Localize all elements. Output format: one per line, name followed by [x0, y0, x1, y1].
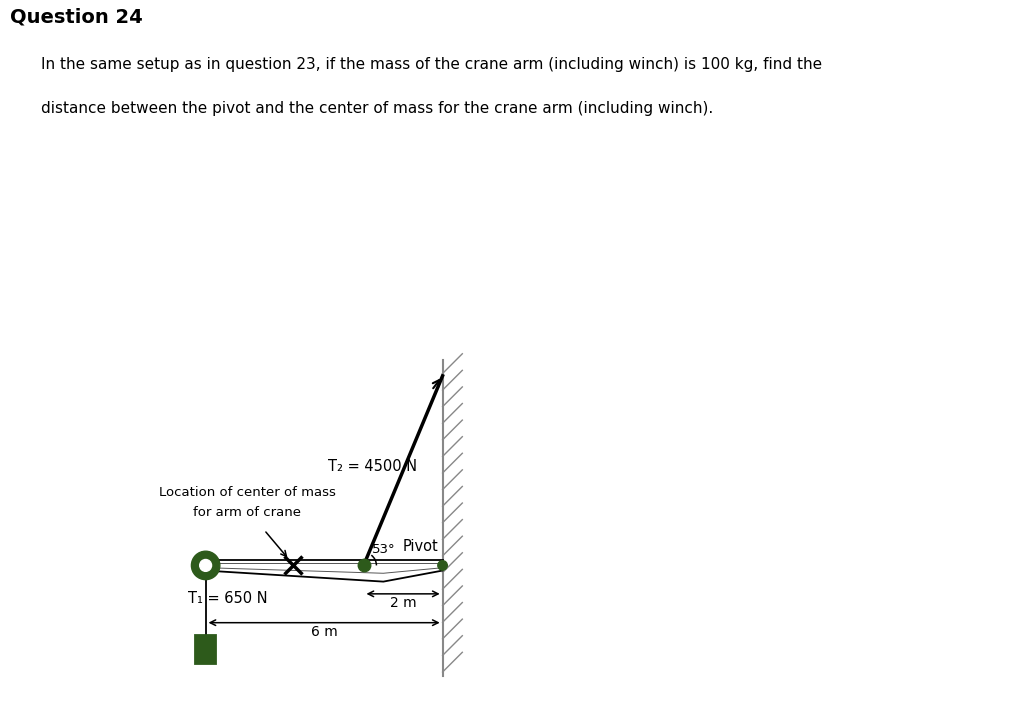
- Text: In the same setup as in question 23, if the mass of the crane arm (including win: In the same setup as in question 23, if …: [41, 57, 822, 73]
- Circle shape: [438, 561, 447, 570]
- Text: 2 m: 2 m: [390, 596, 417, 610]
- Circle shape: [191, 551, 220, 579]
- Text: distance between the pivot and the center of mass for the crane arm (including w: distance between the pivot and the cente…: [41, 101, 713, 116]
- Bar: [195, 635, 216, 664]
- Text: T₂ = 4500 N: T₂ = 4500 N: [328, 460, 417, 474]
- Text: Pivot: Pivot: [403, 538, 438, 554]
- Text: 53°: 53°: [373, 543, 396, 556]
- Circle shape: [200, 559, 212, 572]
- Text: T₁ = 650 N: T₁ = 650 N: [187, 592, 267, 607]
- Text: Location of center of mass: Location of center of mass: [159, 486, 336, 499]
- Text: Question 24: Question 24: [10, 7, 143, 26]
- Text: 6 m: 6 m: [310, 625, 338, 638]
- Text: for arm of crane: for arm of crane: [194, 505, 301, 518]
